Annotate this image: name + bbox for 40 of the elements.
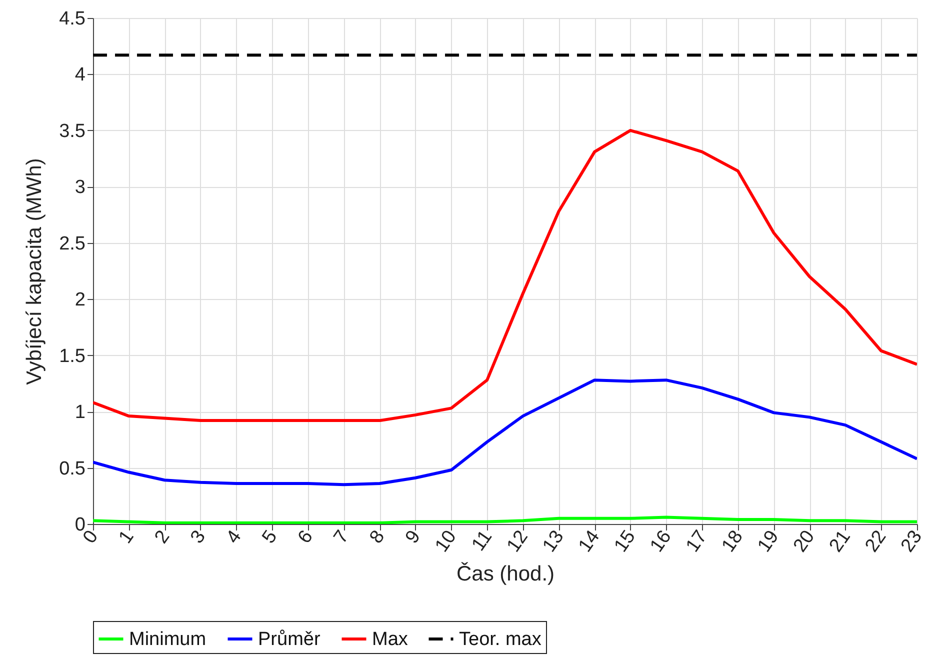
x-tick-label: 13 — [538, 526, 568, 556]
x-tick-label: 10 — [431, 526, 461, 556]
legend-label: Minimum — [129, 629, 206, 650]
x-tick-label: 23 — [897, 526, 927, 556]
x-tick-label: 16 — [646, 526, 676, 556]
y-tick-label: 3.5 — [59, 120, 86, 142]
y-tick-label: 0.5 — [59, 458, 86, 480]
x-tick-label: 21 — [826, 526, 855, 556]
x-tick-label: 14 — [574, 526, 604, 556]
x-tick-label: 8 — [366, 526, 390, 548]
legend-label: Max — [372, 629, 408, 650]
x-tick-label: 15 — [610, 526, 640, 556]
x-axis-title: Čas (hod.) — [456, 562, 555, 586]
line-series — [93, 378, 917, 486]
y-tick-label: 3 — [74, 177, 86, 198]
x-tick-label: 11 — [468, 526, 497, 555]
y-tick-label: 1.5 — [59, 346, 86, 367]
legend-label: Průměr — [258, 629, 321, 650]
x-tick-label: 4 — [222, 526, 246, 548]
x-tick-label: 5 — [258, 526, 282, 548]
y-tick-label: 2.5 — [59, 233, 86, 254]
x-tick-label: 7 — [330, 526, 354, 548]
legend-label: Teor. max — [459, 629, 542, 650]
x-tick-label: 17 — [682, 526, 712, 556]
x-tick-label: 9 — [402, 526, 425, 548]
x-tick-label: 19 — [754, 526, 784, 556]
x-tick-label: 20 — [790, 526, 820, 556]
y-tick-label: 4.5 — [59, 8, 86, 30]
y-axis-title: Vybíjecí kapacita (MWh) — [23, 158, 46, 385]
y-tick-label: 1 — [74, 402, 86, 424]
x-tick-label: 18 — [718, 526, 748, 556]
x-tick-label: 12 — [503, 526, 532, 556]
x-tick-label: 2 — [150, 526, 174, 548]
y-tick-label: 2 — [74, 290, 86, 311]
x-tick-label: 6 — [294, 526, 318, 548]
y-tick-label: 4 — [74, 64, 86, 86]
x-tick-label: 3 — [186, 526, 210, 548]
x-tick-label: 1 — [115, 526, 138, 548]
x-tick-label: 22 — [861, 526, 891, 556]
line-series — [93, 128, 917, 422]
